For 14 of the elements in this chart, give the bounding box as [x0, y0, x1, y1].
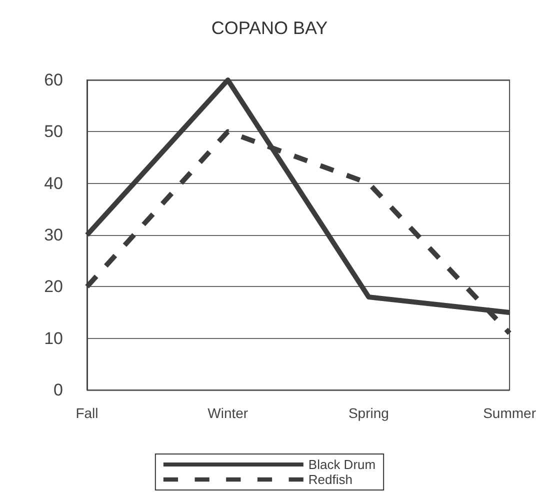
y-tick-label: 40 [44, 174, 63, 193]
x-tick-label: Winter [208, 405, 248, 421]
x-tick-label: Spring [348, 405, 389, 421]
y-tick-label: 50 [44, 122, 63, 142]
y-tick-label: 20 [44, 277, 63, 296]
y-tick-label: 10 [44, 328, 63, 348]
y-tick-label: 60 [44, 70, 63, 90]
y-tick-label: 0 [54, 380, 63, 400]
chart-title: COPANO BAY [211, 18, 328, 38]
legend-label: Black Drum [308, 457, 376, 472]
x-tick-label: Summer [483, 405, 536, 421]
legend-label: Redfish [308, 472, 352, 487]
y-tick-label: 30 [44, 226, 63, 244]
x-tick-label: Fall [76, 405, 98, 421]
